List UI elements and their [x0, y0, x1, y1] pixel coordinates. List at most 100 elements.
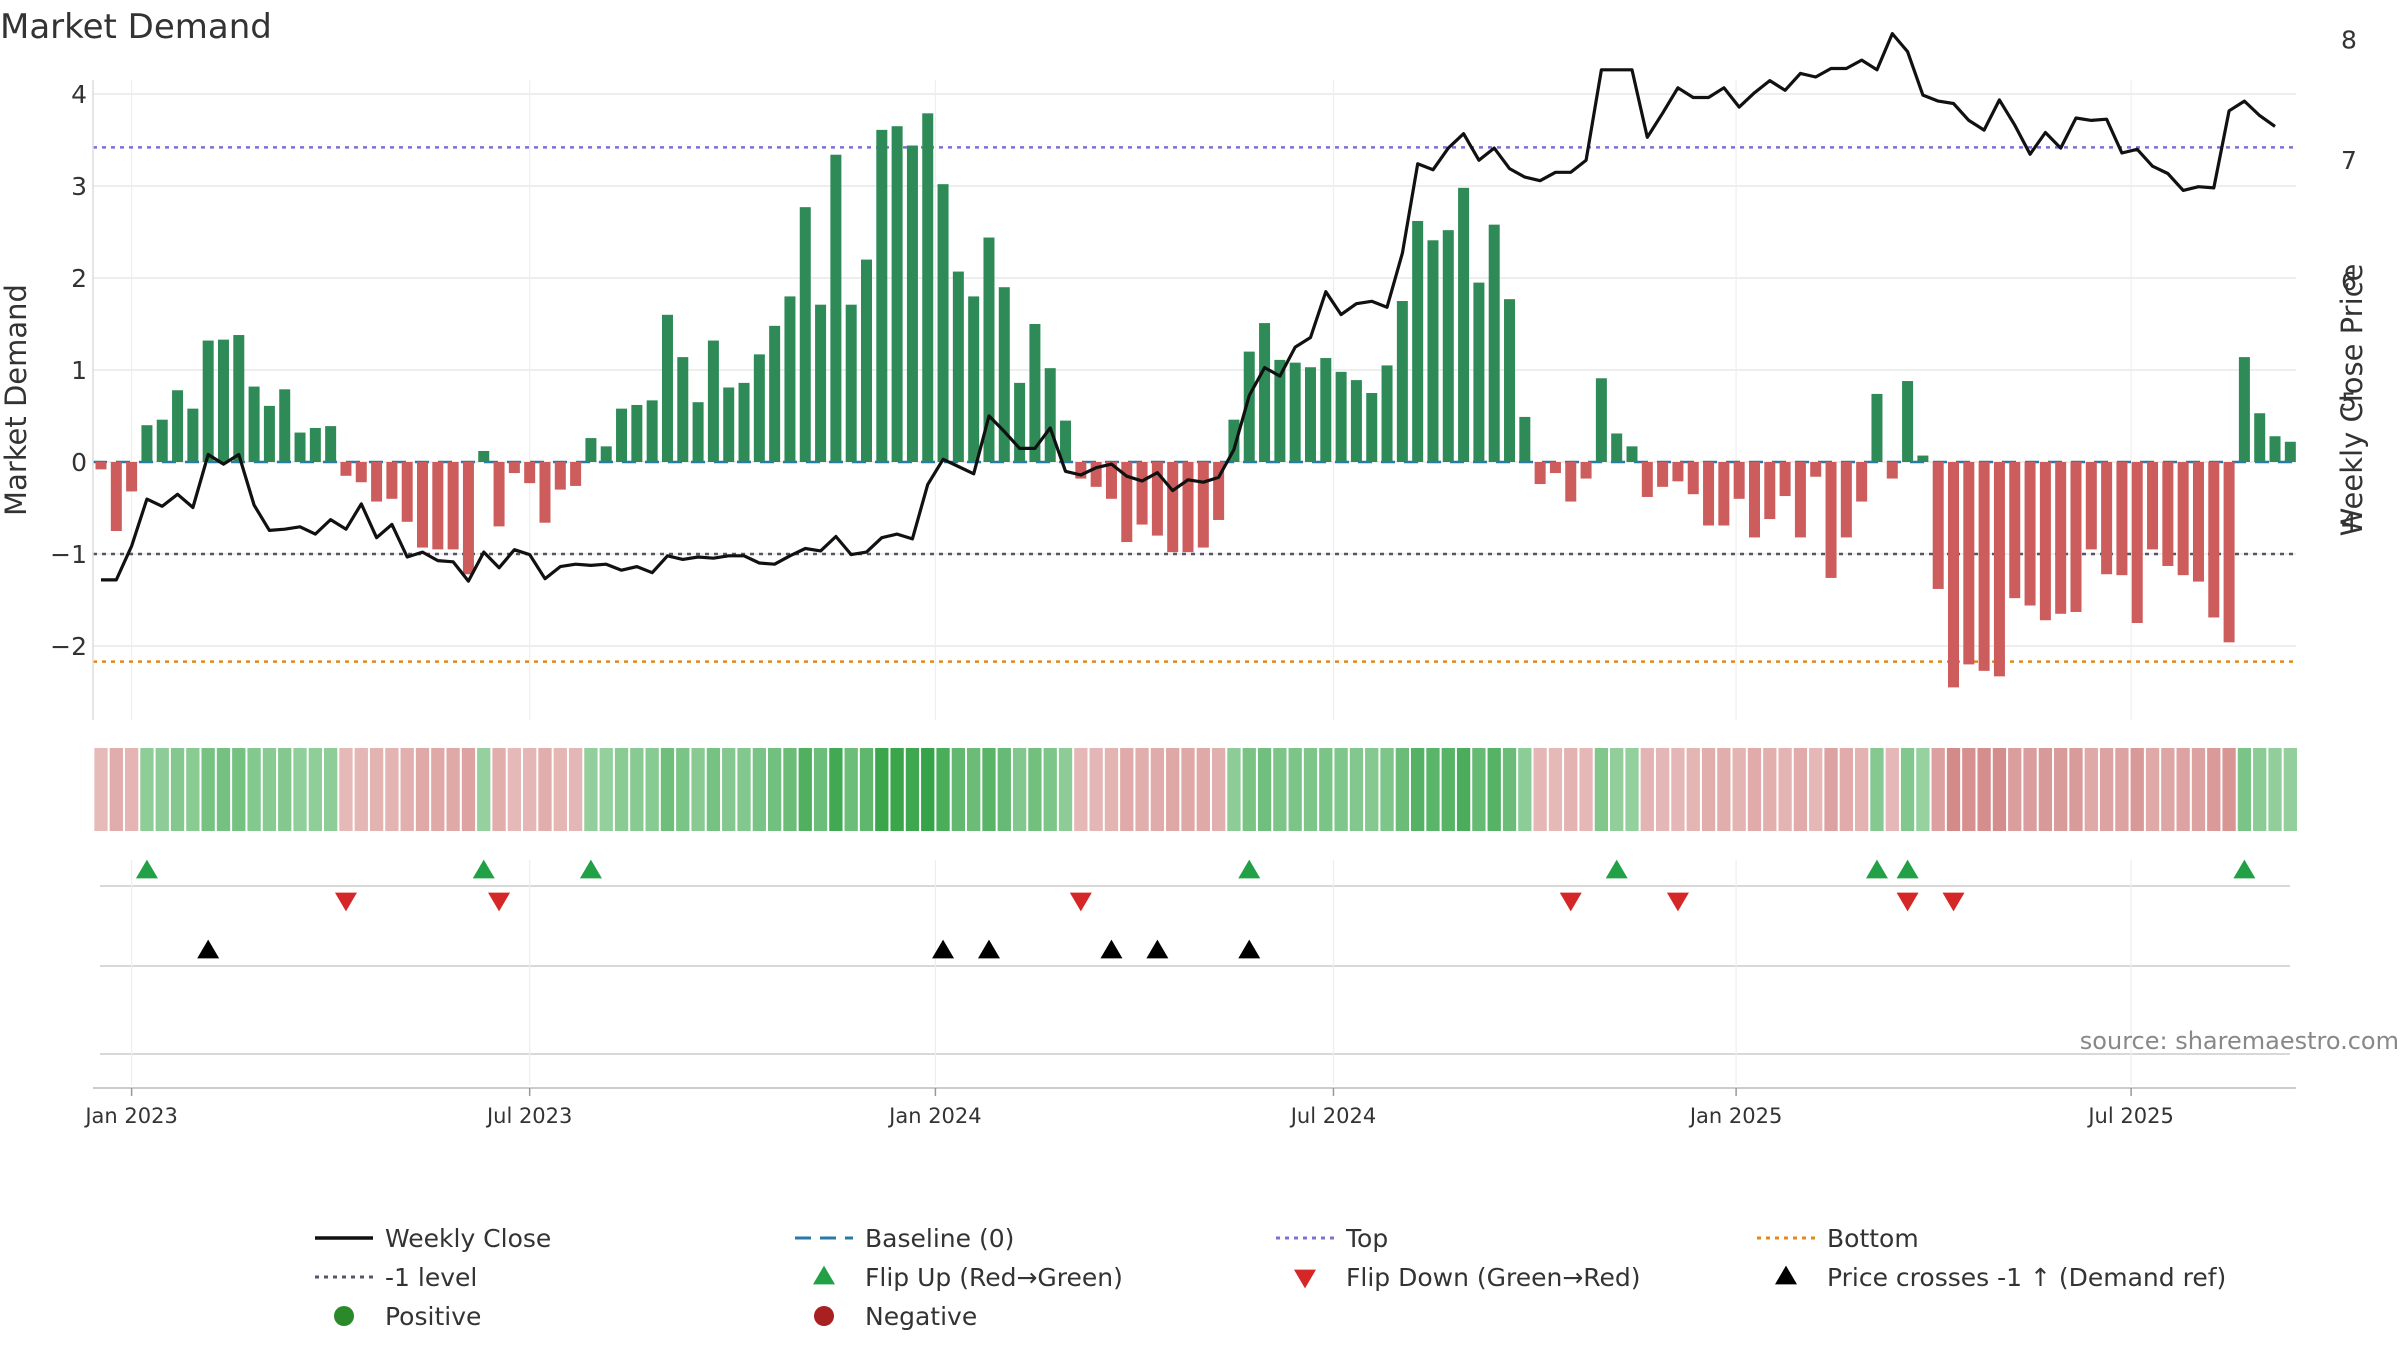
demand-bar [1396, 301, 1408, 462]
left-axis-label: Market Demand [0, 284, 33, 516]
demand-bar [2085, 462, 2097, 550]
y-right-tick-label: 7 [2341, 146, 2357, 175]
demand-bar [1917, 455, 1929, 462]
price-cross-marker [1238, 939, 1261, 959]
demand-bar [600, 446, 612, 462]
heat-cell [1257, 748, 1272, 831]
demand-bar [2055, 462, 2067, 614]
heat-cell [1809, 748, 1823, 831]
demand-bar [95, 462, 107, 470]
demand-bar [1871, 393, 1883, 462]
demand-bar [1519, 416, 1531, 462]
heat-cell [2161, 748, 2175, 831]
demand-bar [263, 405, 275, 462]
legend-item: Weekly Close [315, 1224, 551, 1253]
demand-bar [1565, 462, 1577, 502]
demand-bar [2238, 357, 2250, 462]
heat-cell [2237, 748, 2252, 831]
y-right-tick-label: 8 [2341, 26, 2357, 55]
demand-bar [1366, 393, 1378, 462]
source-label: source: sharemaestro.com [2080, 1027, 2399, 1055]
legend-label: Top [1345, 1224, 1388, 1253]
heat-cell [660, 748, 675, 831]
heat-cell [446, 748, 460, 831]
demand-bar [1856, 462, 1868, 502]
demand-bar [1764, 462, 1776, 520]
legend-item: Bottom [1757, 1224, 1919, 1253]
heat-cell [1058, 748, 1073, 831]
heat-cell [2268, 748, 2282, 831]
flip-up-marker [135, 859, 158, 879]
demand-bar [1304, 367, 1316, 462]
demand-bar [830, 154, 842, 462]
heat-cell [339, 748, 353, 831]
right-axis-label: Weekly Close Price [2335, 264, 2369, 537]
heat-cell [124, 748, 139, 831]
demand-bar [1580, 462, 1592, 479]
heat-cell [354, 748, 368, 831]
legend-label: -1 level [385, 1263, 477, 1292]
heat-cell [538, 748, 552, 831]
heat-cell [1594, 748, 1609, 831]
heat-cell [507, 748, 522, 831]
demand-bar [156, 419, 168, 462]
demand-bar [845, 304, 857, 462]
demand-bar [646, 400, 658, 462]
heat-cell [2253, 748, 2267, 831]
heat-cell [1242, 748, 1256, 831]
demand-bar [524, 462, 536, 484]
heat-cell [921, 748, 935, 831]
demand-bar [309, 427, 321, 462]
heat-cell [1747, 748, 1762, 831]
heat-cell [1916, 748, 1930, 831]
heat-cell [1120, 748, 1134, 831]
demand-bar [1121, 462, 1133, 543]
heat-cell [1900, 748, 1915, 831]
y-left-tick-label: 1 [71, 356, 87, 385]
demand-bar [1335, 371, 1347, 462]
demand-bar [1136, 462, 1148, 525]
legend-label: Flip Up (Red→Green) [865, 1263, 1123, 1292]
heat-cell [1472, 748, 1486, 831]
heat-cell [1380, 748, 1394, 831]
demand-bar [340, 462, 352, 476]
flip-down-marker [1942, 892, 1965, 912]
demand-bar [1687, 462, 1699, 495]
heat-cell [1962, 748, 1976, 831]
demand-bar [1213, 462, 1225, 520]
heat-cell [1166, 748, 1180, 831]
demand-bar [1029, 324, 1041, 462]
demand-bar [1718, 462, 1730, 526]
demand-bar [906, 145, 918, 462]
heat-cell [2115, 748, 2129, 831]
right-axis: 8 7 6 5 4 [2341, 26, 2357, 537]
price-cross-marker [1100, 939, 1123, 959]
demand-bar [126, 462, 138, 492]
demand-bar [1963, 462, 1975, 665]
demand-bar [2254, 413, 2266, 462]
demand-bar [1886, 462, 1898, 479]
heat-cell [1839, 748, 1853, 831]
heat-cell [109, 748, 123, 831]
heat-cell [2008, 748, 2022, 831]
demand-bar [478, 450, 490, 462]
demand-bar [248, 386, 260, 462]
demand-bar [1488, 224, 1500, 462]
demand-bar [1626, 446, 1638, 462]
heat-cell [2069, 748, 2083, 831]
demand-bar [1350, 380, 1362, 462]
flip-up-marker [1605, 859, 1628, 879]
heat-cell [369, 748, 384, 831]
demand-bar [493, 462, 505, 527]
demand-bar [371, 462, 383, 502]
demand-bar [294, 432, 306, 462]
heat-cell [2222, 748, 2236, 831]
heat-cell [431, 748, 445, 831]
demand-bar [861, 259, 872, 462]
heat-cell [630, 748, 644, 831]
heat-cell [1012, 748, 1027, 831]
demand-bar [1228, 419, 1240, 462]
signal-panels [100, 859, 2290, 1085]
heat-cell [461, 748, 476, 831]
